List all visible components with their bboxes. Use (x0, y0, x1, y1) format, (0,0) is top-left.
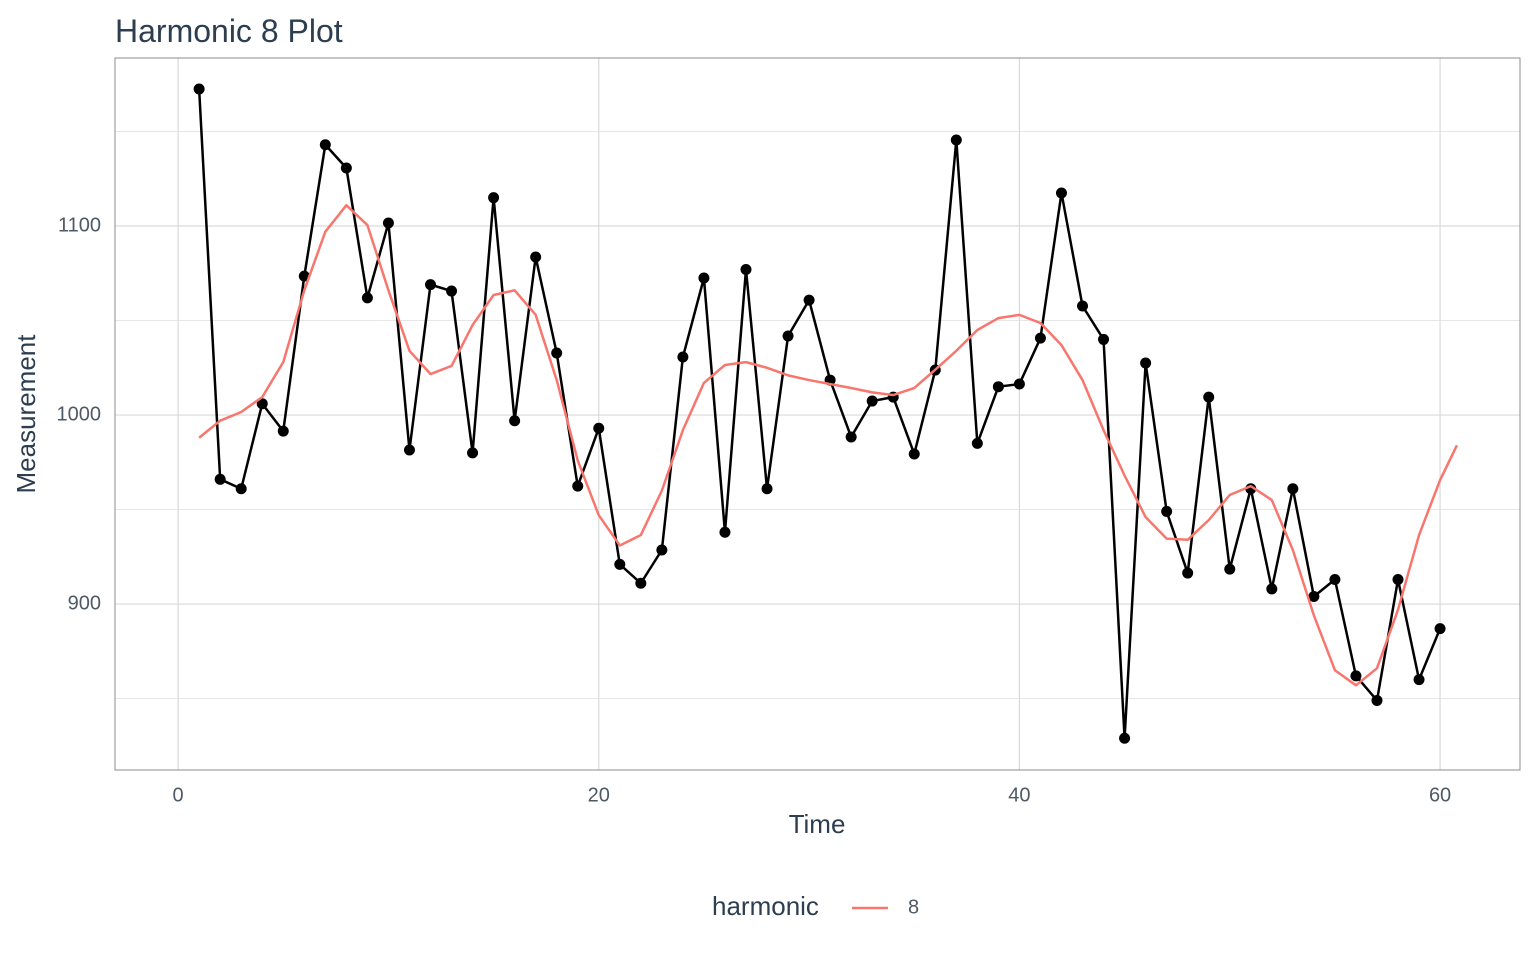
point (572, 480, 584, 492)
point (1371, 694, 1383, 706)
point (1182, 567, 1194, 579)
point (403, 444, 415, 456)
point (1034, 332, 1046, 344)
point (1413, 674, 1425, 686)
x-tick-label: 60 (1429, 784, 1451, 806)
x-axis-title: Time (789, 809, 846, 839)
point (214, 473, 226, 485)
point (1266, 583, 1278, 595)
y-tick-label: 900 (68, 592, 101, 614)
point (614, 558, 626, 570)
y-tick-label: 1100 (58, 214, 101, 236)
point (256, 398, 268, 410)
point (1098, 333, 1110, 345)
point (971, 437, 983, 449)
point (1308, 590, 1320, 602)
point (782, 330, 794, 342)
point (740, 264, 752, 276)
point (908, 448, 920, 460)
point (1350, 670, 1362, 682)
point (1161, 505, 1173, 517)
point (193, 83, 205, 95)
point (656, 544, 668, 556)
point (1055, 187, 1067, 199)
point (361, 292, 373, 304)
point (1434, 623, 1446, 635)
point (761, 483, 773, 495)
series-line (197, 88, 1442, 740)
point (298, 270, 310, 282)
point (340, 162, 352, 174)
point (1013, 378, 1025, 390)
point (1224, 563, 1236, 575)
chart-title: Harmonic 8 Plot (115, 13, 343, 49)
point (424, 279, 436, 291)
y-axis-title: Measurement (11, 334, 41, 494)
point (467, 447, 479, 459)
point (677, 351, 689, 363)
x-tick-label: 20 (588, 784, 610, 806)
point (635, 577, 647, 589)
point (509, 415, 521, 427)
point (719, 526, 731, 538)
point (235, 483, 247, 495)
point (382, 217, 394, 229)
point (803, 294, 815, 306)
point (530, 251, 542, 263)
point (845, 431, 857, 443)
point (277, 425, 289, 437)
point (950, 134, 962, 146)
point (992, 381, 1004, 393)
series-line (198, 203, 1459, 687)
point (1329, 573, 1341, 585)
point (698, 272, 710, 284)
point (488, 192, 500, 204)
point (1119, 732, 1131, 744)
x-tick-label: 40 (1008, 784, 1030, 806)
panel-border (114, 57, 1521, 771)
point (1140, 357, 1152, 369)
legend-title: harmonic (712, 891, 819, 921)
point (551, 347, 563, 359)
legend-label: 8 (908, 896, 919, 918)
point (1392, 573, 1404, 585)
point (1203, 391, 1215, 403)
y-tick-label: 1000 (57, 403, 102, 425)
point (319, 139, 331, 151)
point (866, 395, 878, 407)
point (1077, 300, 1089, 312)
point (593, 422, 605, 434)
point (446, 285, 458, 297)
point (1287, 483, 1299, 495)
x-tick-label: 0 (173, 784, 184, 806)
